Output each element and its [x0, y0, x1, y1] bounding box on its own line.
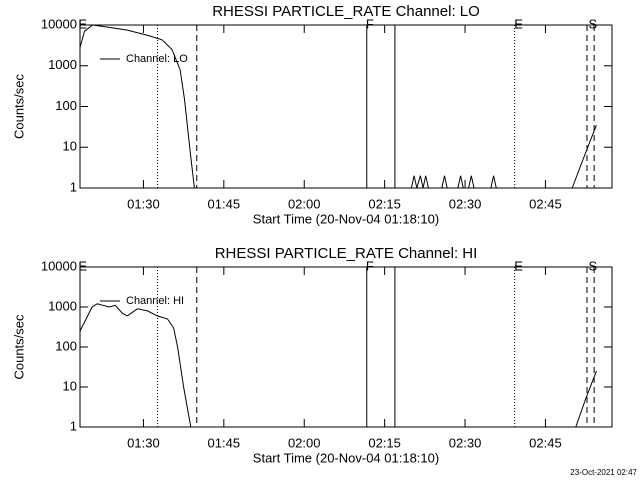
x-tick-label: 01:30 [127, 435, 160, 450]
annotation: E [514, 16, 523, 31]
y-tick-label: 10000 [41, 258, 77, 273]
y-tick-label: 1000 [48, 57, 77, 72]
annotation: E [78, 258, 87, 273]
x-tick-label: 02:30 [449, 435, 482, 450]
x-axis-label: Start Time (20-Nov-04 01:18:10) [253, 211, 439, 226]
x-tick-label: 02:00 [288, 435, 321, 450]
y-tick-label: 100 [55, 338, 77, 353]
x-tick-label: 02:45 [529, 435, 562, 450]
annotation: F [366, 16, 374, 31]
annotation: E [78, 16, 87, 31]
y-tick-label: 1000 [48, 298, 77, 313]
data-line [79, 303, 597, 428]
y-axis-label: Counts/sec [11, 314, 26, 380]
x-axis-label: Start Time (20-Nov-04 01:18:10) [253, 450, 439, 465]
x-tick-label: 02:15 [368, 435, 401, 450]
x-tick-label: 01:45 [208, 196, 241, 211]
y-tick-label: 100 [55, 98, 77, 113]
y-tick-label: 10 [63, 139, 77, 154]
y-tick-label: 1 [70, 418, 77, 433]
y-tick-label: 1 [70, 179, 77, 194]
annotation: S [588, 258, 597, 273]
x-tick-label: 02:15 [368, 196, 401, 211]
footer: 23-Oct-2021 02:47 [570, 468, 637, 477]
data-line [79, 24, 597, 189]
x-tick-label: 02:00 [288, 196, 321, 211]
annotation: F [366, 258, 374, 273]
x-tick-label: 01:30 [127, 196, 160, 211]
annotation: E [514, 258, 523, 273]
legend-label: Channel: HI [126, 295, 184, 307]
y-axis-label: Counts/sec [11, 73, 26, 139]
annotation: S [588, 16, 597, 31]
y-tick-label: 10 [63, 378, 77, 393]
chart-title: RHESSI PARTICLE_RATE Channel: HI [215, 245, 478, 262]
chart-title: RHESSI PARTICLE_RATE Channel: LO [212, 3, 480, 20]
x-tick-label: 01:45 [208, 435, 241, 450]
x-tick-label: 02:30 [449, 196, 482, 211]
y-tick-label: 10000 [41, 16, 77, 31]
legend-label: Channel: LO [126, 53, 188, 65]
x-tick-label: 02:45 [529, 196, 562, 211]
